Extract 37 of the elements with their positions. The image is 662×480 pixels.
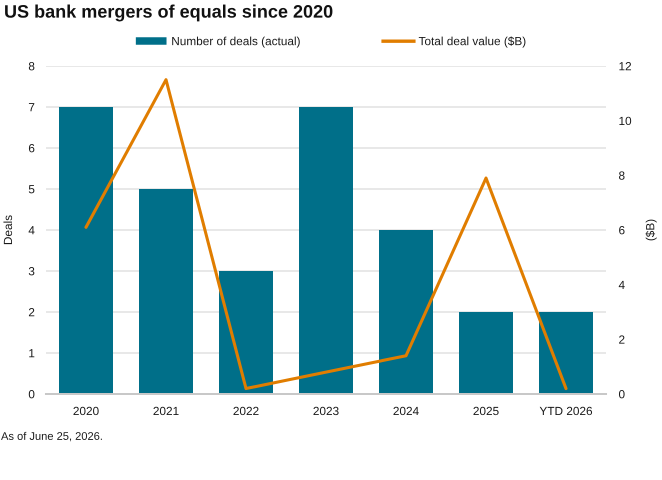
- x-tick-label: YTD 2026: [540, 406, 592, 416]
- y2-tick-label: 6: [619, 226, 625, 234]
- y-tick-label: 5: [28, 185, 34, 194]
- y-tick-label: 7: [28, 103, 34, 112]
- bar: [459, 312, 513, 394]
- bar: [539, 312, 593, 394]
- y2-tick-label: 8: [619, 171, 625, 180]
- bar: [299, 107, 353, 394]
- y2-axis-title: ($B): [646, 220, 657, 240]
- bar: [139, 189, 193, 394]
- x-tick-label: 2023: [313, 406, 339, 416]
- y-tick-label: 1: [29, 349, 34, 358]
- text: As of June 25, 2026.: [1, 432, 102, 442]
- bar: [59, 107, 113, 394]
- y-tick-label: 6: [28, 144, 34, 152]
- bar: [379, 230, 433, 394]
- chart-title: US bank mergers of equals since 2020: [5, 4, 332, 22]
- legend-label: Total deal value ($B): [418, 36, 526, 48]
- y-tick-label: 3: [28, 267, 34, 276]
- y-tick-label: 8: [28, 62, 34, 70]
- y2-tick-label: 0: [618, 390, 625, 398]
- y-tick-label: 4: [28, 226, 35, 234]
- y2-tick-label: 4: [618, 280, 625, 289]
- y-axis-title: Deals: [3, 215, 12, 244]
- x-tick-label: 2024: [393, 406, 419, 416]
- y2-tick-label: 12: [619, 62, 632, 70]
- x-tick-label: 2025: [473, 406, 499, 416]
- y-tick-label: 2: [28, 308, 34, 316]
- x-tick-label: 2022: [233, 406, 259, 416]
- y-tick-label: 0: [28, 390, 34, 398]
- y2-tick-label: 10: [619, 116, 632, 126]
- y2-tick-label: 2: [619, 335, 624, 344]
- x-tick-label: 2020: [73, 406, 99, 416]
- bar: [219, 271, 273, 394]
- x-tick-label: 2021: [153, 406, 179, 416]
- legend-label: Number of deals (actual): [172, 36, 300, 48]
- line-series: [84, 78, 568, 390]
